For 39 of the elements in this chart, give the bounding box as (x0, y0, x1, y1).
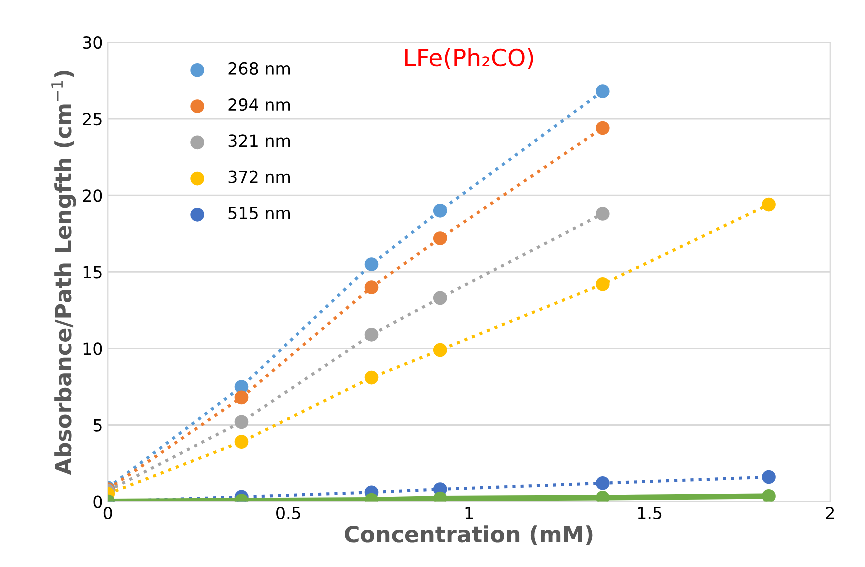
point (433, 291, 448, 306)
y-axis-title: Absorbance/Path Lengfth (cm$^{−1}$) (52, 70, 76, 476)
y-tick-label: 20 (83, 190, 102, 202)
point (596, 207, 610, 221)
point (596, 84, 610, 98)
chart-title: LFe(Ph₂CO) (406, 48, 534, 70)
x-axis-title: Concentration (mM) (345, 526, 593, 546)
y-tick-label: 0 (94, 496, 102, 508)
x-tick-label: 0.5 (276, 506, 300, 520)
point (433, 204, 448, 218)
point (364, 280, 379, 294)
legend-label: 294 nm (228, 98, 290, 112)
point (234, 390, 249, 405)
legend-label: 268 nm (228, 62, 290, 76)
y-tick-label: 30 (83, 36, 102, 50)
point (762, 198, 776, 212)
point (234, 415, 249, 430)
x-tick-label: 1.5 (638, 507, 662, 520)
x-tick-label: 2 (826, 506, 834, 520)
point (762, 490, 776, 502)
point (596, 476, 610, 490)
point (364, 328, 379, 342)
point (596, 121, 610, 136)
point (596, 278, 610, 292)
point (433, 343, 448, 358)
y-tick-label: 10 (84, 342, 102, 356)
y-tick-label: 25 (83, 113, 102, 126)
legend-label: 321 nm (228, 134, 290, 148)
point (364, 370, 379, 385)
point (433, 232, 448, 246)
point (364, 258, 379, 272)
legend-label: 515 nm (228, 207, 290, 220)
legend-label: 372 nm (228, 170, 290, 184)
y-tick-label: 15 (84, 266, 102, 279)
point (234, 435, 249, 449)
y-tick-label: 5 (94, 419, 102, 432)
point (762, 470, 776, 484)
x-tick-label: 0 (104, 506, 112, 520)
x-tick-label: 1 (466, 507, 474, 520)
